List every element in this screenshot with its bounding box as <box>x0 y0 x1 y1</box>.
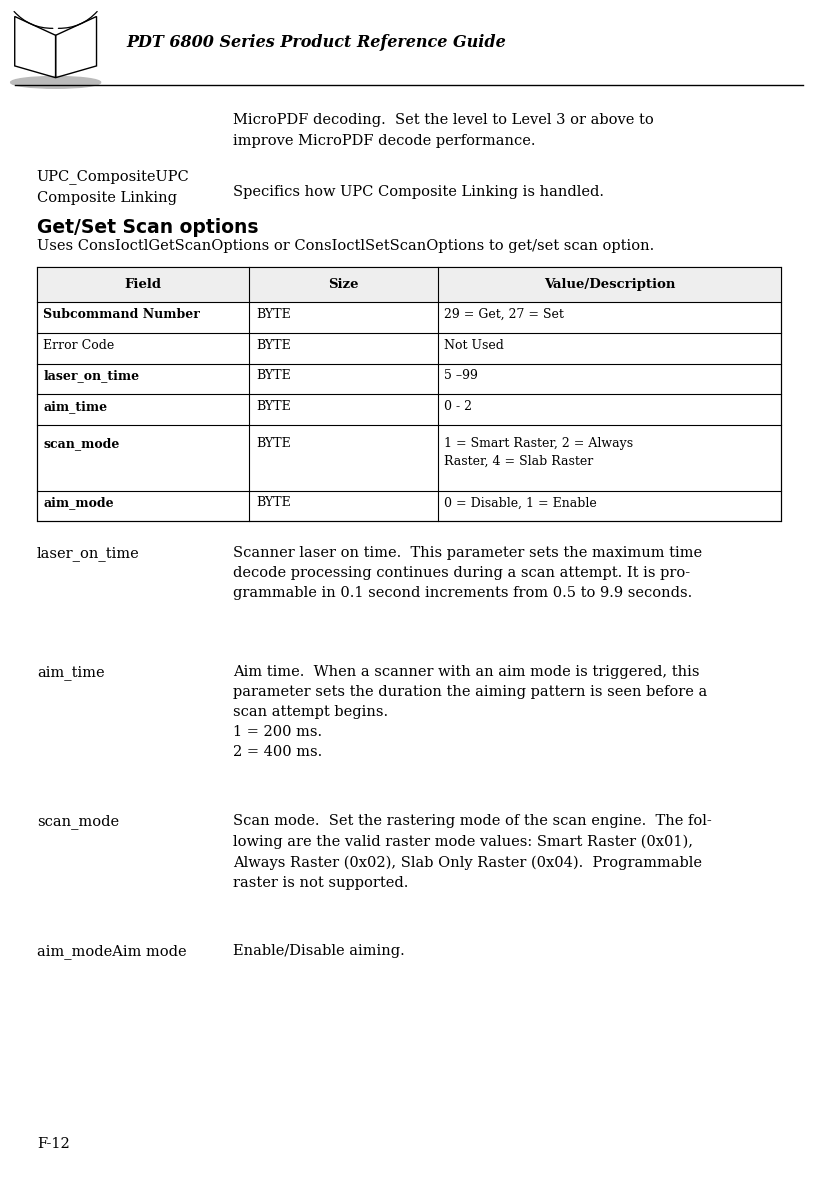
Text: Enable/Disable aiming.: Enable/Disable aiming. <box>233 944 405 958</box>
Text: 29 = Get, 27 = Set: 29 = Get, 27 = Set <box>444 308 564 321</box>
Text: MicroPDF decoding.  Set the level to Level 3 or above to
improve MicroPDF decode: MicroPDF decoding. Set the level to Leve… <box>233 113 654 147</box>
Text: PDT 6800 Series Product Reference Guide: PDT 6800 Series Product Reference Guide <box>127 34 506 51</box>
Text: 0 = Disable, 1 = Enable: 0 = Disable, 1 = Enable <box>444 497 597 510</box>
Text: Specifics how UPC Composite Linking is handled.: Specifics how UPC Composite Linking is h… <box>233 185 605 199</box>
Text: BYTE: BYTE <box>256 400 290 413</box>
Bar <box>37 267 781 302</box>
Text: BYTE: BYTE <box>256 497 290 510</box>
Text: BYTE: BYTE <box>256 339 290 352</box>
Text: Subcommand Number: Subcommand Number <box>43 308 200 321</box>
Text: 5 –99: 5 –99 <box>444 370 478 383</box>
Text: Not Used: Not Used <box>444 339 504 352</box>
Text: Error Code: Error Code <box>43 339 115 352</box>
Text: Get/Set Scan options: Get/Set Scan options <box>37 218 258 237</box>
Text: UPC_CompositeUPC
Composite Linking: UPC_CompositeUPC Composite Linking <box>37 169 190 205</box>
Text: BYTE: BYTE <box>256 308 290 321</box>
Text: 0 - 2: 0 - 2 <box>444 400 472 413</box>
Text: scan_mode: scan_mode <box>43 437 119 450</box>
Text: 1 = Smart Raster, 2 = Always
Raster, 4 = Slab Raster: 1 = Smart Raster, 2 = Always Raster, 4 =… <box>444 437 633 468</box>
Text: F-12: F-12 <box>37 1137 70 1151</box>
Text: scan_mode: scan_mode <box>37 814 119 830</box>
Text: Field: Field <box>124 278 162 292</box>
Text: aim_mode: aim_mode <box>43 497 114 510</box>
Text: Scan mode.  Set the rastering mode of the scan engine.  The fol-
lowing are the : Scan mode. Set the rastering mode of the… <box>233 814 712 890</box>
Text: Size: Size <box>328 278 359 292</box>
Text: Aim time.  When a scanner with an aim mode is triggered, this
parameter sets the: Aim time. When a scanner with an aim mod… <box>233 665 708 759</box>
Text: laser_on_time: laser_on_time <box>37 546 140 561</box>
Text: Value/Description: Value/Description <box>544 278 675 292</box>
Text: Scanner laser on time.  This parameter sets the maximum time
decode processing c: Scanner laser on time. This parameter se… <box>233 546 703 600</box>
Text: aim_modeAim mode: aim_modeAim mode <box>37 944 187 959</box>
Text: aim_time: aim_time <box>37 665 105 680</box>
Text: laser_on_time: laser_on_time <box>43 370 140 383</box>
Ellipse shape <box>11 77 101 88</box>
Text: BYTE: BYTE <box>256 437 290 450</box>
Text: BYTE: BYTE <box>256 370 290 383</box>
Text: aim_time: aim_time <box>43 400 107 413</box>
Bar <box>37 267 781 521</box>
Text: Uses ConsIoctlGetScanOptions or ConsIoctlSetScanOptions to get/set scan option.: Uses ConsIoctlGetScanOptions or ConsIoct… <box>37 239 654 253</box>
